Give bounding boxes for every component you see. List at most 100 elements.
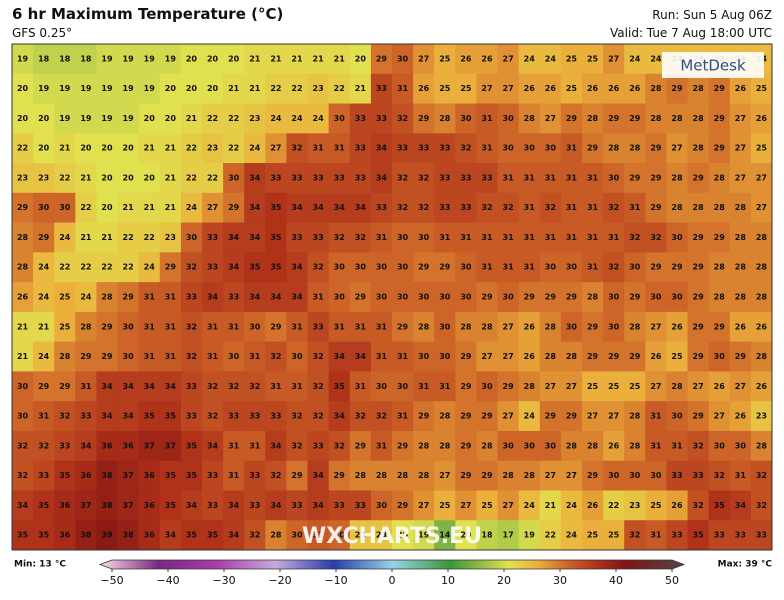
cell-fill	[645, 103, 667, 134]
cell: 22	[265, 73, 287, 105]
cell: 35	[159, 460, 182, 491]
cell-fill	[159, 311, 182, 343]
cell: 30	[413, 341, 435, 372]
cell: 32	[392, 192, 414, 224]
cell-fill	[582, 133, 604, 164]
cell-fill	[244, 133, 266, 164]
cell: 31	[413, 371, 435, 402]
temperature-label: 34	[165, 531, 177, 540]
cell-fill	[624, 282, 646, 313]
temperature-label: 31	[481, 263, 493, 272]
cell-fill	[729, 192, 752, 224]
cell-fill	[75, 490, 97, 521]
cell: 30	[666, 222, 689, 253]
cell: 26	[455, 44, 477, 75]
temperature-label: 31	[376, 322, 388, 331]
temperature-label: 32	[481, 203, 492, 212]
cell-fill	[370, 103, 393, 134]
cell-fill	[180, 222, 203, 253]
cell: 34	[96, 401, 119, 432]
cell: 20	[96, 163, 119, 194]
cell-fill	[582, 311, 604, 343]
cell-fill	[202, 222, 224, 253]
cell-fill	[624, 430, 646, 462]
cell: 18	[33, 44, 55, 75]
temperature-label: 24	[524, 54, 536, 63]
cell: 26	[750, 371, 773, 402]
temperature-label: 30	[291, 352, 303, 361]
temperature-label: 31	[650, 441, 662, 450]
cell: 32	[624, 520, 646, 551]
cell: 21	[138, 192, 161, 224]
colorbar-tick-label: 0	[389, 574, 396, 587]
cell: 28	[645, 73, 667, 105]
temperature-label: 22	[228, 114, 239, 123]
temperature-label: 28	[671, 173, 683, 182]
temperature-label: 28	[671, 382, 683, 391]
cell: 32	[244, 371, 266, 402]
temperature-label: 28	[545, 352, 557, 361]
cell-fill	[96, 341, 119, 372]
temperature-label: 31	[566, 144, 578, 153]
temperature-label: 37	[165, 441, 176, 450]
cell-fill	[539, 222, 562, 253]
cell-fill	[539, 341, 562, 372]
temperature-label: 21	[123, 203, 135, 212]
cell: 25	[603, 520, 625, 551]
cell-fill	[645, 520, 667, 551]
cell: 31	[539, 163, 562, 194]
temperature-label: 29	[123, 293, 135, 302]
temperature-label: 22	[270, 84, 281, 93]
temperature-label: 29	[439, 263, 451, 272]
cell-fill	[645, 401, 667, 432]
temperature-label: 33	[38, 471, 49, 480]
cell-fill	[138, 103, 161, 134]
temperature-label: 27	[566, 471, 577, 480]
cell: 33	[244, 401, 266, 432]
cell-fill	[180, 460, 203, 491]
cell: 34	[286, 282, 309, 313]
temperature-label: 28	[524, 382, 536, 391]
cell-fill	[539, 103, 562, 134]
temperature-label: 35	[186, 441, 198, 450]
cell: 26	[518, 311, 541, 343]
temperature-label: 35	[186, 531, 198, 540]
cell-fill	[33, 222, 55, 253]
cell-fill	[413, 163, 435, 194]
cell: 27	[497, 44, 520, 75]
cell-fill	[159, 520, 182, 551]
temperature-label: 29	[650, 263, 662, 272]
cell-fill	[497, 311, 520, 343]
temperature-label: 25	[650, 501, 662, 510]
temperature-label: 21	[291, 54, 303, 63]
temperature-label: 25	[59, 322, 71, 331]
cell-fill	[476, 401, 499, 432]
temperature-label: 23	[376, 531, 387, 540]
cell: 29	[476, 401, 499, 432]
temperature-label: 29	[460, 441, 472, 450]
cell: 30	[603, 311, 625, 343]
cell: 33	[307, 311, 330, 343]
cell: 24	[560, 520, 583, 551]
cell-fill	[518, 371, 541, 402]
temperature-label: 28	[566, 441, 578, 450]
cell: 31	[138, 311, 161, 343]
temperature-label: 30	[334, 293, 346, 302]
cell: 29	[413, 103, 435, 134]
cell-fill	[138, 44, 161, 75]
cell-fill	[497, 460, 520, 491]
cell-fill	[729, 282, 752, 313]
cell: 31	[476, 103, 499, 134]
cell-fill	[729, 371, 752, 402]
cell-fill	[349, 103, 372, 134]
cell-fill	[750, 520, 773, 551]
cell: 29	[560, 401, 583, 432]
temperature-label: 35	[270, 203, 282, 212]
temperature-label: 27	[503, 412, 514, 421]
cell-fill	[624, 103, 646, 134]
cell: 19	[12, 44, 34, 75]
cell-fill	[349, 73, 372, 105]
cell-fill	[476, 73, 499, 105]
temperature-label: 29	[629, 114, 641, 123]
cell: 20	[349, 44, 372, 75]
